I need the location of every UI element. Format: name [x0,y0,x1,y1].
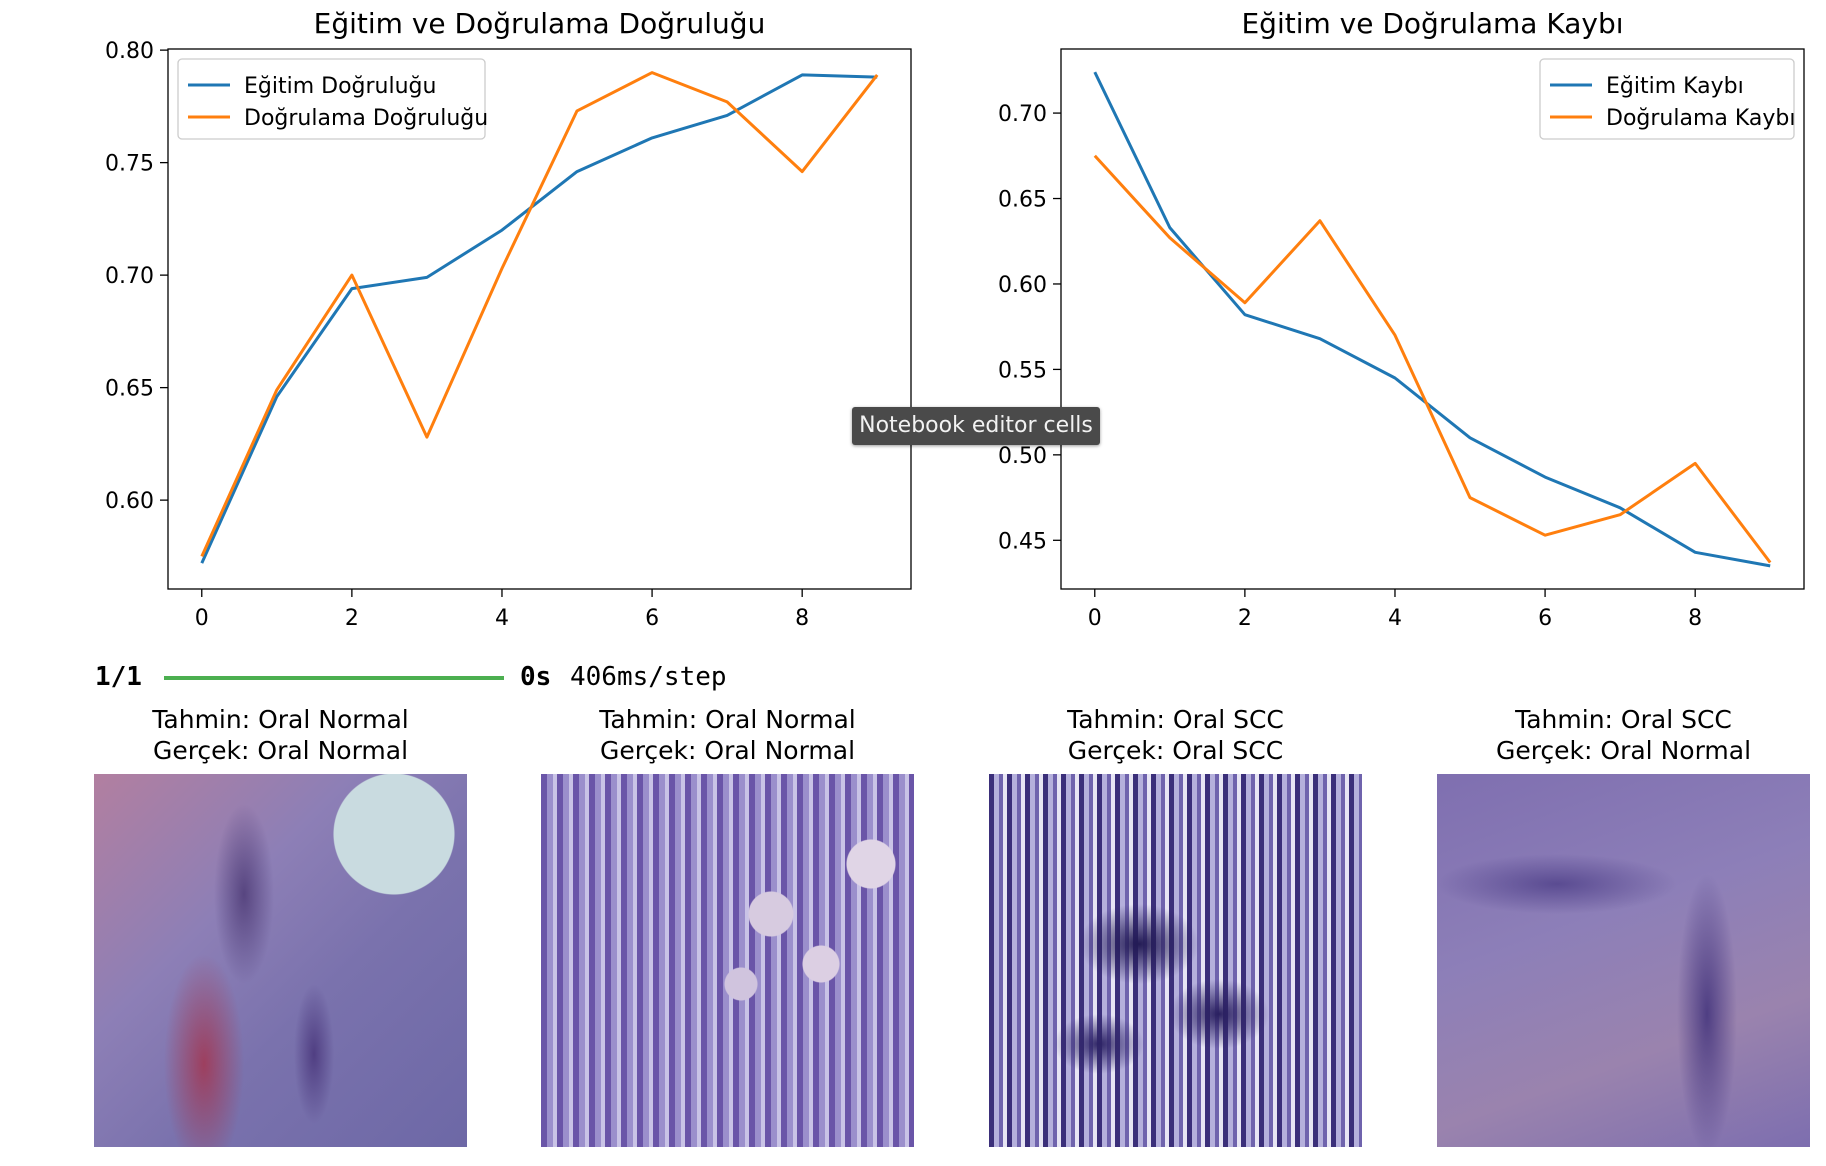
y-tick-label: 0.50 [998,444,1047,469]
y-tick-label: 0.65 [105,377,154,402]
plot-frame [1060,48,1805,590]
progress-rate: 406ms/step [570,662,727,692]
x-tick-label: 0 [1088,606,1102,631]
legend-label: Doğrulama Kaybı [1606,106,1795,131]
y-tick-label: 0.45 [998,529,1047,554]
loss-chart-svg: Eğitim ve Doğrulama Kaybı 0 2 4 6 8 0.45 0.50 0.… [998,7,1805,631]
notebook-editor-tooltip: Notebook editor cells [852,407,1100,445]
y-tick-label: 0.65 [998,188,1047,213]
accuracy-chart: Eğitim ve Doğrulama Doğruluğu 0 2 4 6 8 0.60 0.… [0,0,920,654]
legend-label: Eğitim Doğruluğu [244,74,436,99]
progress-bar [164,676,504,680]
plot-frame [167,48,912,590]
prediction-sample-2: Tahmin: Oral Normal Gerçek: Oral Normal [541,704,914,1147]
predicted-label: Tahmin: Oral Normal [152,705,409,734]
true-label: Gerçek: Oral Normal [599,736,856,765]
y-tick-label: 0.70 [998,102,1047,127]
axis-ticks: 0 2 4 6 8 0.60 0.65 0.70 0.75 0.80 [105,39,809,631]
progress-elapsed: 0s [520,662,552,692]
y-tick-label: 0.75 [105,152,154,177]
y-tick-label: 0.80 [105,39,154,64]
legend: Eğitim Kaybı Doğrulama Kaybı [1539,58,1795,140]
predicted-label: Tahmin: Oral SCC [1067,705,1284,734]
series-line-2 [1093,154,1772,564]
histology-image [94,774,467,1147]
legend-label: Eğitim Kaybı [1606,74,1744,99]
predicted-label: Tahmin: Oral Normal [599,705,856,734]
x-tick-label: 6 [1538,606,1552,631]
accuracy-chart-svg: Eğitim ve Doğrulama Doğruluğu 0 2 4 6 8 0.60 0.… [105,7,912,631]
true-label: Gerçek: Oral Normal [1495,736,1752,765]
histology-image [989,774,1362,1147]
series-line-2 [200,71,879,558]
chart-title: Eğitim ve Doğrulama Kaybı [1241,7,1623,40]
x-tick-label: 4 [1388,606,1402,631]
x-tick-label: 0 [195,606,209,631]
y-tick-label: 0.60 [105,489,154,514]
true-label: Gerçek: Oral Normal [152,736,409,765]
chart-title: Eğitim ve Doğrulama Doğruluğu [314,7,766,40]
predicted-label: Tahmin: Oral SCC [1515,705,1732,734]
series-line-1 [1093,71,1771,568]
histology-image [1437,774,1810,1147]
x-tick-label: 6 [645,606,659,631]
loss-chart: Eğitim ve Doğrulama Kaybı 0 2 4 6 8 0.45 0.50 0.… [895,0,1826,654]
x-tick-label: 4 [495,606,509,631]
histology-image [541,774,914,1147]
prediction-sample-4: Tahmin: Oral SCC Gerçek: Oral Normal [1437,704,1810,1147]
y-tick-label: 0.55 [998,358,1047,383]
axis-ticks: 0 2 4 6 8 0.45 0.50 0.55 0.60 0.65 0.70 [998,102,1702,631]
legend-box [1539,58,1795,140]
x-tick-label: 2 [1238,606,1252,631]
y-tick-label: 0.70 [105,264,154,289]
true-label: Gerçek: Oral SCC [1067,736,1284,765]
legend-box [177,58,486,140]
prediction-sample-3: Tahmin: Oral SCC Gerçek: Oral SCC [989,704,1362,1147]
y-tick-label: 0.60 [998,273,1047,298]
legend: Eğitim Doğruluğu Doğrulama Doğruluğu [177,58,488,140]
legend-label: Doğrulama Doğruluğu [244,106,488,131]
x-tick-label: 8 [1688,606,1702,631]
series-line-1 [200,73,878,564]
x-tick-label: 8 [795,606,809,631]
prediction-sample-1: Tahmin: Oral Normal Gerçek: Oral Normal [94,704,467,1147]
progress-steps: 1/1 [95,662,142,692]
x-tick-label: 2 [345,606,359,631]
